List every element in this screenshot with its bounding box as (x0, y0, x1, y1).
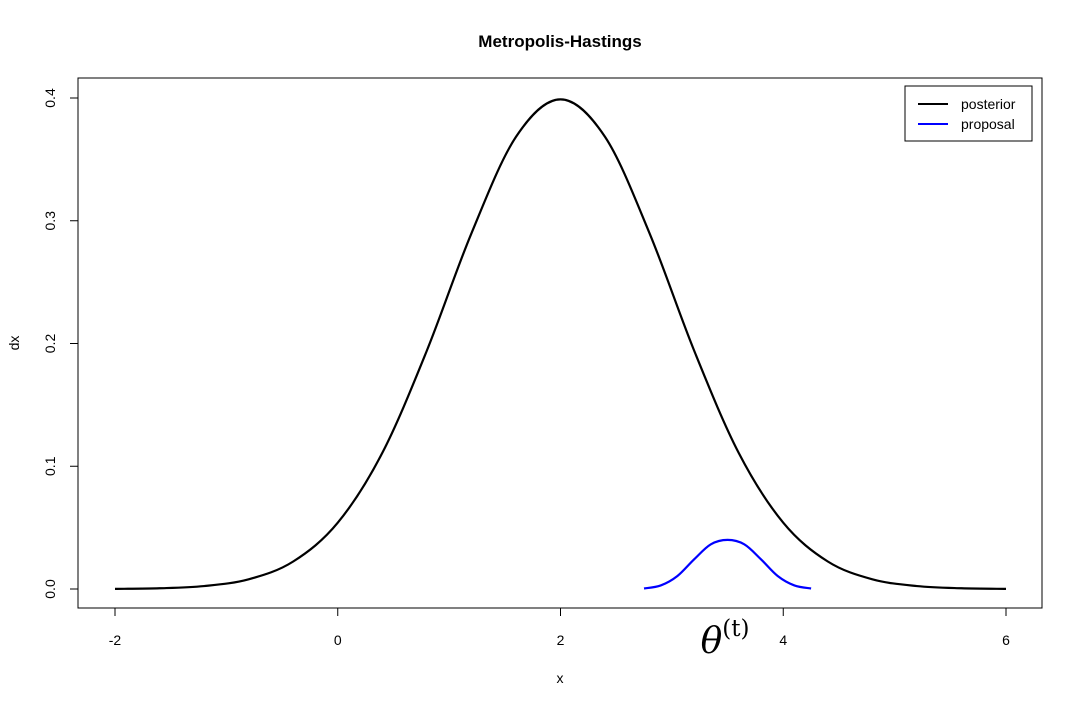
series-line-posterior (114, 98, 1007, 590)
legend-box (904, 85, 1033, 142)
plot-frame (77, 77, 1043, 609)
y-tick-label: 0.4 (42, 88, 58, 108)
y-axis-label: dx (6, 336, 22, 351)
series-layer (114, 98, 1007, 590)
theta-annotation: θ(t) (701, 616, 750, 662)
legend-label-proposal: proposal (961, 116, 1015, 132)
x-tick-label: 6 (1002, 632, 1010, 648)
x-axis-label: x (557, 670, 564, 686)
y-tick-label: 0.2 (42, 334, 58, 354)
x-tick-label: 0 (334, 632, 342, 648)
x-tick-label: 2 (557, 632, 565, 648)
y-tick-label: 0.3 (42, 211, 58, 231)
chart-title: Metropolis-Hastings (478, 32, 641, 51)
theta-superscript: (t) (722, 616, 749, 642)
x-tick-label: -2 (109, 632, 122, 648)
theta-main: θ (701, 621, 723, 662)
series-line-proposal (643, 538, 812, 590)
x-axis: -2 0 2 4 6 (109, 607, 1010, 648)
y-tick-label: 0.0 (42, 579, 58, 599)
y-axis: 0.0 0.1 0.2 0.3 0.4 (42, 88, 79, 599)
x-tick-label: 4 (779, 632, 787, 648)
legend-label-posterior: posterior (961, 96, 1016, 112)
legend: posterior proposal (904, 85, 1033, 142)
y-tick-label: 0.1 (42, 456, 58, 476)
